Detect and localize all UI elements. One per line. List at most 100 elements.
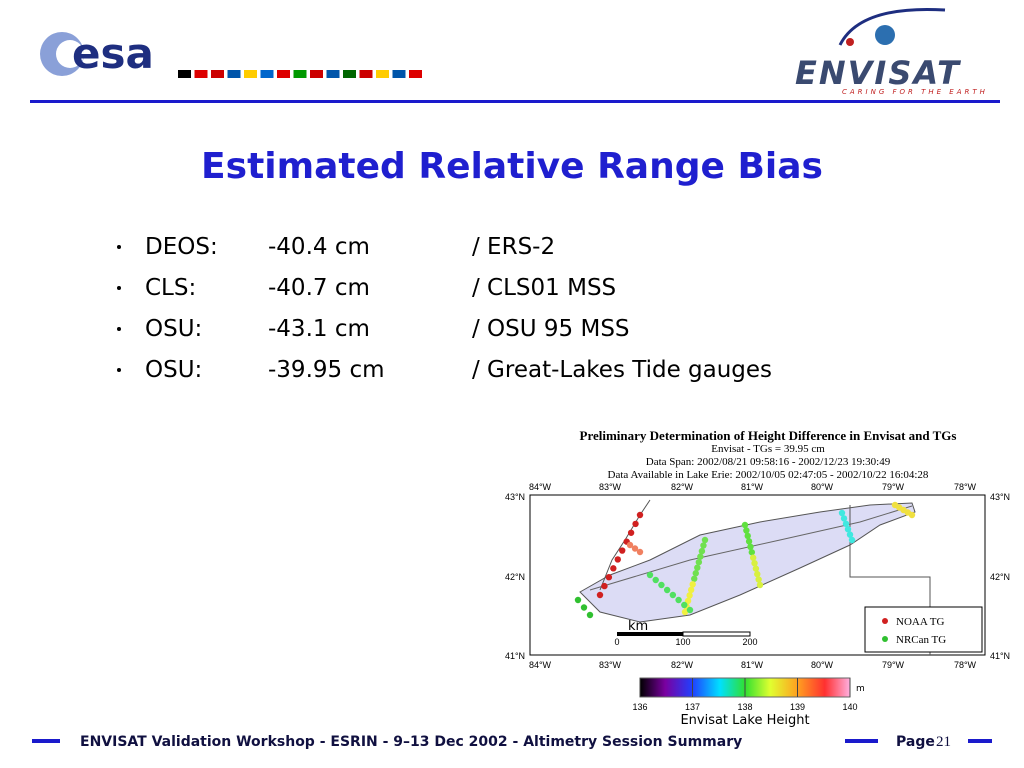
track-dot <box>610 565 617 572</box>
colorbar-tick: 137 <box>685 702 700 712</box>
scale-unit: km <box>628 619 648 634</box>
lon-label: 79°W <box>882 482 905 492</box>
footer-dash <box>968 739 992 743</box>
flag <box>310 70 323 78</box>
track-dot <box>697 553 704 560</box>
flag <box>392 70 406 78</box>
track-dot <box>756 581 764 589</box>
track-dot <box>838 509 846 517</box>
track-dot <box>747 543 754 551</box>
track-dot <box>686 592 693 599</box>
legend-box <box>864 606 983 653</box>
track-dot <box>675 596 682 604</box>
lat-label: 42°N <box>505 572 525 582</box>
track-dot <box>744 532 751 540</box>
flag <box>343 70 356 78</box>
track-dot <box>691 575 698 582</box>
lon-label: 82°W <box>671 660 694 670</box>
colorbar-tick: 136 <box>632 702 647 712</box>
flags <box>178 70 422 78</box>
lat-label: 41°N <box>505 651 525 661</box>
track-dot <box>755 576 762 583</box>
track-dot <box>701 536 709 544</box>
envisat-globe <box>875 25 895 45</box>
track-dot <box>596 591 604 599</box>
colorbar-tick: 138 <box>737 702 752 712</box>
lat-label: 43°N <box>505 492 525 502</box>
graticule-labels: 84°W 84°W 83°W 83°W 82°W 82°W 81°W 81°W 80°W 80°W… <box>505 482 1010 670</box>
legend-label: NOAA TG <box>896 616 944 628</box>
lon-label: 81°W <box>741 660 764 670</box>
track-dot <box>692 570 699 577</box>
envisat-swoosh <box>838 7 946 46</box>
track-dot <box>663 586 671 594</box>
scale-bar <box>682 631 751 637</box>
track-dot <box>686 606 694 614</box>
lon-label: 83°W <box>599 482 622 492</box>
scale-tick: 0 <box>614 637 619 647</box>
track-dot <box>586 611 594 619</box>
track-dot <box>752 565 760 572</box>
bullet-text: / Great-Lakes Tide gauges <box>472 357 772 383</box>
track-dot <box>844 526 852 533</box>
figure-span: Data Span: 2002/08/21 09:58:16 - 2002/12… <box>646 456 891 468</box>
lon-label: 80°W <box>811 660 834 670</box>
border <box>589 505 913 591</box>
figure-title: Preliminary Determination of Height Diff… <box>580 428 957 443</box>
colorbar-unit: m <box>856 684 865 694</box>
track-dot <box>681 601 688 609</box>
bullet-text: DEOS: <box>145 234 218 260</box>
bullet-text: -43.1 cm <box>268 316 370 342</box>
header-rule <box>30 100 1000 103</box>
lon-label: 84°W <box>529 482 552 492</box>
flag <box>326 70 340 78</box>
slide-title: Estimated Relative Range Bias <box>201 146 823 187</box>
legend-label: NRCan TG <box>896 634 946 646</box>
track-dot <box>614 556 621 563</box>
track-dot <box>698 547 706 555</box>
bullet-text: / CLS01 MSS <box>472 275 616 301</box>
legend-marker <box>882 636 888 642</box>
legend-marker <box>882 618 888 624</box>
bullet-list: DEOS: -40.4 cm / ERS-2 CLS: -40.7 cm / CLS01 … <box>117 234 772 383</box>
track-dot <box>631 545 639 552</box>
lon-label: 79°W <box>882 660 905 670</box>
flag <box>227 70 241 78</box>
track-dot <box>700 542 707 549</box>
flag <box>178 70 191 78</box>
track-dot <box>842 520 850 527</box>
bullet-marker <box>117 286 121 290</box>
track-dot <box>689 581 696 588</box>
bullet-text: -40.4 cm <box>268 234 370 260</box>
flag <box>260 70 274 78</box>
bullet-text: -39.95 cm <box>268 357 385 383</box>
flag <box>244 70 257 78</box>
track-dot <box>632 520 639 528</box>
esa-logo-mark <box>56 40 84 68</box>
track-dot <box>619 547 626 554</box>
track-dot <box>627 529 635 536</box>
track-dot <box>741 521 749 529</box>
track-dot <box>681 608 689 616</box>
scale-tick: 200 <box>742 637 757 647</box>
track-dot <box>601 582 608 590</box>
track-dot <box>695 558 703 566</box>
track-dot <box>669 591 677 599</box>
footer-dash <box>845 739 878 743</box>
track-dot <box>749 554 757 561</box>
scale-tick: 100 <box>675 637 690 647</box>
track-dots <box>574 501 916 619</box>
lon-label: 78°W <box>954 482 977 492</box>
bullet-text: CLS: <box>145 275 196 301</box>
track-dot <box>694 564 701 571</box>
footer-page-number: 21 <box>936 734 951 750</box>
track-dot <box>745 538 753 545</box>
track-dot <box>840 515 848 522</box>
lon-label: 78°W <box>954 660 977 670</box>
bullet-marker <box>117 245 121 249</box>
track-dot <box>684 597 692 605</box>
lon-label: 83°W <box>599 660 622 670</box>
track-dot <box>687 586 695 594</box>
